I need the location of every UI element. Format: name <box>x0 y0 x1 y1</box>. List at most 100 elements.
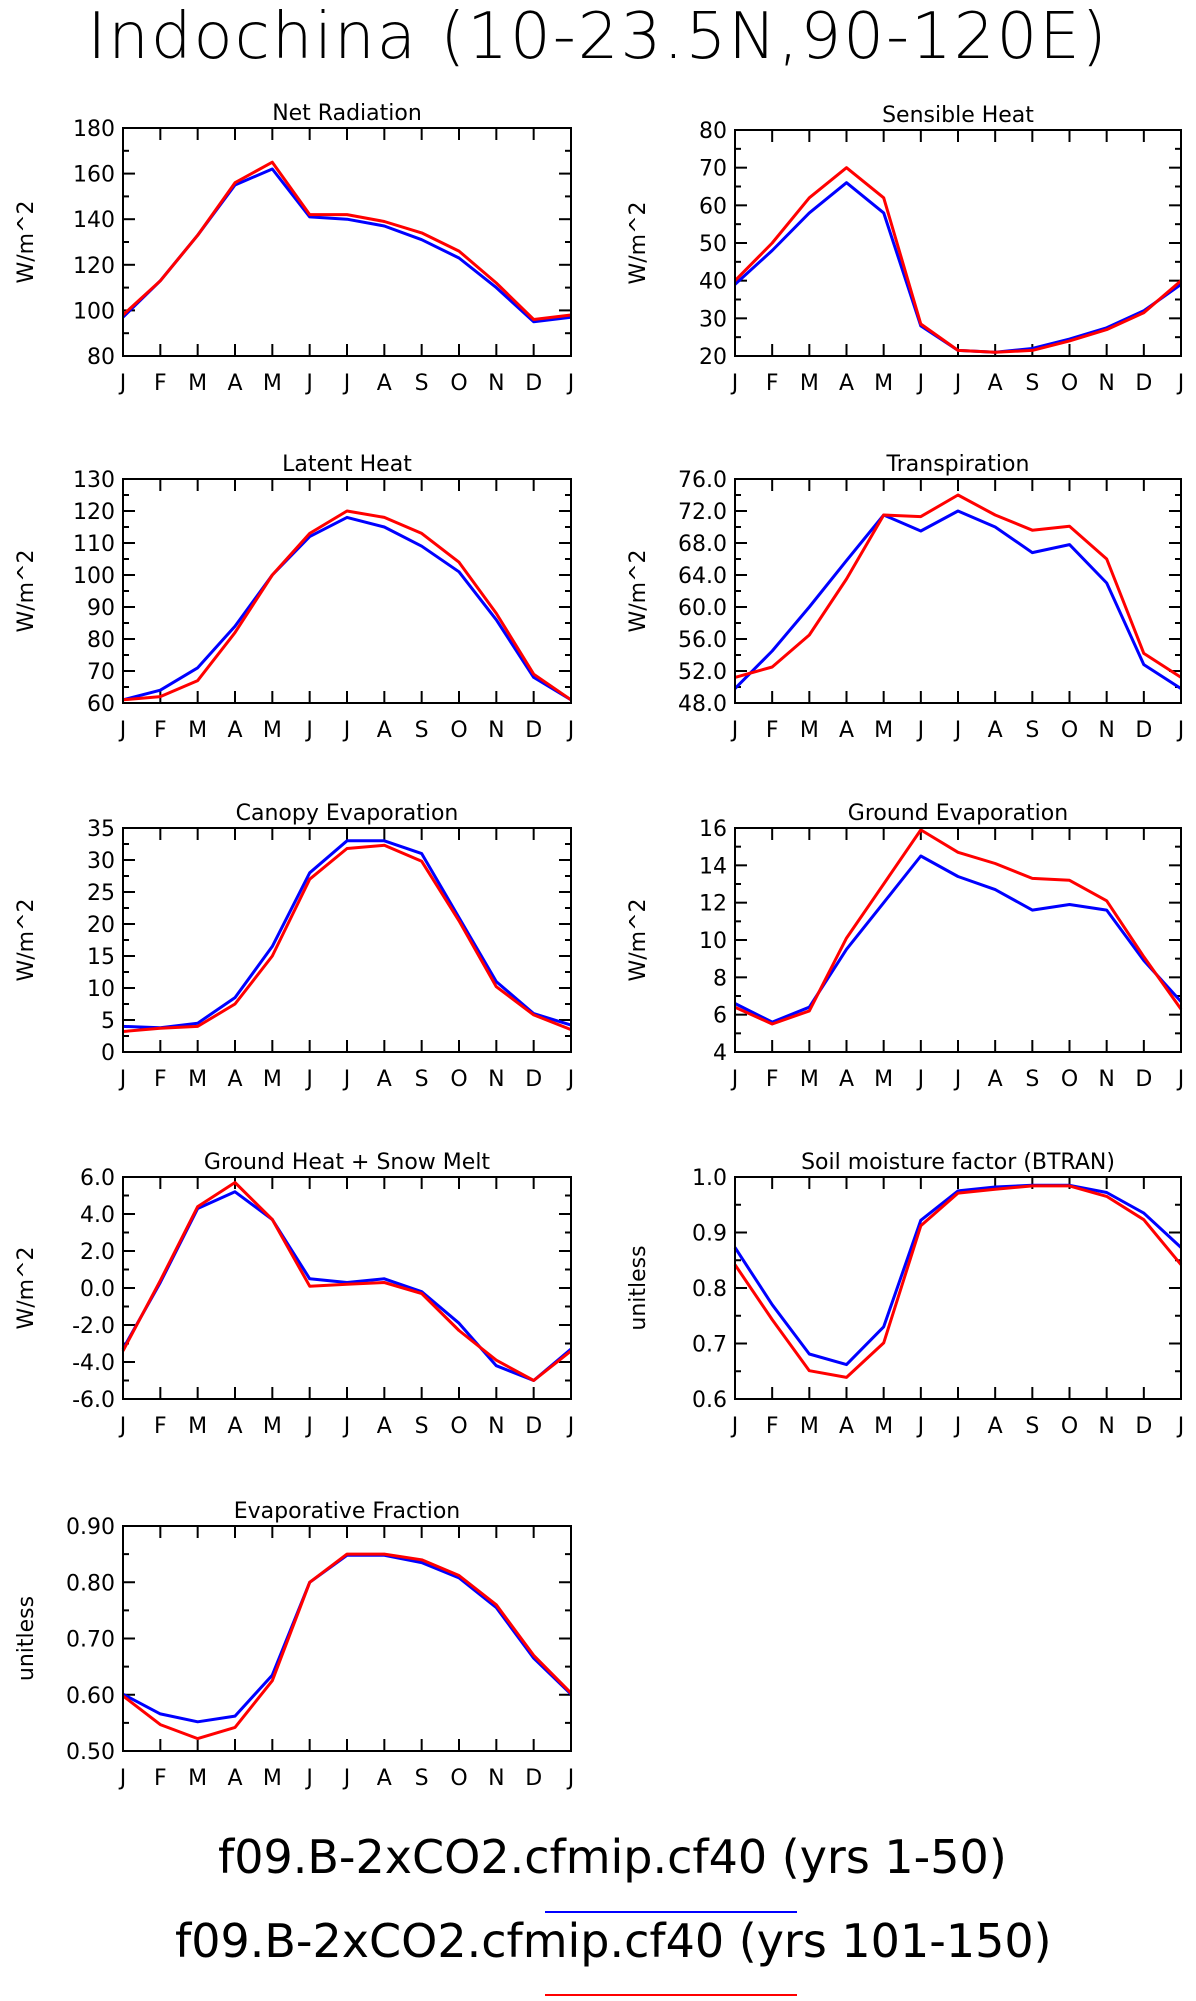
chart-3-xtick-label: J <box>304 718 313 743</box>
chart-1-xtick-label: D <box>525 371 542 396</box>
chart-9-xtick-label: J <box>342 1766 351 1791</box>
chart-9-ylabel: unitless <box>14 1596 39 1681</box>
chart-8-xtick-label: J <box>730 1414 739 1439</box>
chart-8-xtick-label: S <box>1025 1414 1039 1439</box>
chart-9-xtick-label: O <box>450 1766 467 1791</box>
chart-7-xtick-label: N <box>488 1414 504 1439</box>
legend-entry-2: f09.B-2xCO2.cfmip.cf40 (yrs 101-150) <box>175 1914 1052 1968</box>
chart-7-ytick-label: 0.0 <box>80 1277 115 1302</box>
page-title: Indochina (10-23.5N,90-120E) <box>87 0 1109 74</box>
chart-6-xtick-label: J <box>1176 1067 1185 1092</box>
chart-5-xtick-label: A <box>227 1067 242 1092</box>
chart-8-frame <box>734 1176 1182 1400</box>
chart-7-ytick-label: -4.0 <box>72 1351 115 1376</box>
chart-9-ytick-label: 0.80 <box>66 1571 115 1596</box>
chart-1-ytick-label: 140 <box>73 208 115 233</box>
chart-8-ytick-label: 0.9 <box>692 1222 727 1247</box>
chart-3-ytick-label: 60 <box>87 692 115 717</box>
chart-2-xtick-label: M <box>800 371 819 396</box>
chart-5-xtick-label: J <box>118 1067 127 1092</box>
chart-7-ytick-label: 4.0 <box>80 1203 115 1228</box>
chart-1-series-2-line <box>121 160 572 321</box>
chart-3-ylabel: W/m^2 <box>14 549 39 632</box>
chart-4-ylabel: W/m^2 <box>626 549 651 632</box>
chart-5-ytick-label: 30 <box>87 849 115 874</box>
chart-4-ytick-label: 48.0 <box>678 692 727 717</box>
chart-2-ytick-label: 60 <box>699 194 727 219</box>
chart-3-xtick-label: J <box>342 718 351 743</box>
chart-5-ytick-label: 15 <box>87 945 115 970</box>
chart-2-xtick-label: S <box>1025 371 1039 396</box>
legend-swatch-1 <box>545 1911 797 1913</box>
chart-6-ytick-label: 16 <box>699 817 727 842</box>
chart-3-xtick-label: A <box>377 718 392 743</box>
chart-7-frame <box>122 1176 572 1400</box>
chart-8-ytick-label: 0.6 <box>692 1388 727 1413</box>
chart-6-xtick-label: J <box>730 1067 739 1092</box>
chart-2-xtick-label: N <box>1098 371 1114 396</box>
chart-4-xtick-label: J <box>916 718 925 743</box>
chart-5-xtick-label: J <box>566 1067 575 1092</box>
chart-9-ytick-label: 0.90 <box>66 1515 115 1540</box>
chart-1-xtick-label: J <box>304 371 313 396</box>
chart-7-xtick-label: M <box>188 1414 207 1439</box>
chart-2-ytick-label: 30 <box>699 307 727 332</box>
chart-2-xtick-label: J <box>1176 371 1185 396</box>
chart-2-xtick-label: F <box>766 371 779 396</box>
chart-4-xtick-label: J <box>953 718 962 743</box>
chart-6-xtick-label: M <box>874 1067 893 1092</box>
chart-6-ylabel: W/m^2 <box>626 898 651 981</box>
chart-5-xtick-label: D <box>525 1067 542 1092</box>
chart-4-series-2-line <box>734 493 1182 679</box>
chart-8-ytick-label: 0.7 <box>692 1333 727 1358</box>
chart-7-xtick-label: J <box>304 1414 313 1439</box>
chart-8-xtick-label: M <box>800 1414 819 1439</box>
chart-4-title: Transpiration <box>886 452 1030 477</box>
chart-7-xtick-label: F <box>154 1414 167 1439</box>
chart-1-xtick-label: S <box>415 371 429 396</box>
chart-8-xtick-label: N <box>1098 1414 1114 1439</box>
chart-4-ytick-label: 76.0 <box>678 468 727 493</box>
chart-6-xtick-label: O <box>1061 1067 1078 1092</box>
chart-3-title: Latent Heat <box>282 452 412 477</box>
chart-4-ytick-label: 56.0 <box>678 628 727 653</box>
chart-4-xtick-label: A <box>839 718 854 743</box>
chart-6-ytick-label: 10 <box>699 929 727 954</box>
chart-8-xtick-label: M <box>874 1414 893 1439</box>
chart-7-xtick-label: J <box>342 1414 351 1439</box>
chart-7-ytick-label: -6.0 <box>72 1388 115 1413</box>
chart-3-xtick-label: J <box>118 718 127 743</box>
chart-2-ytick-label: 20 <box>699 345 727 370</box>
chart-9-xtick-label: N <box>488 1766 504 1791</box>
chart-5-ytick-label: 35 <box>87 817 115 842</box>
chart-1-ytick-label: 80 <box>87 345 115 370</box>
chart-3-ytick-label: 120 <box>73 500 115 525</box>
chart-4-frame <box>734 478 1182 704</box>
chart-5-xtick-label: O <box>450 1067 467 1092</box>
chart-2-xtick-label: A <box>839 371 854 396</box>
chart-6-series-2-line <box>734 828 1183 1026</box>
chart-5-series-2-line <box>122 843 572 1033</box>
chart-9-xtick-label: D <box>525 1766 542 1791</box>
chart-6-xtick-label: A <box>839 1067 854 1092</box>
chart-6-ytick-label: 8 <box>713 966 727 991</box>
chart-6-xtick-label: A <box>988 1067 1003 1092</box>
chart-1-ytick-label: 180 <box>73 117 115 142</box>
chart-5-ytick-label: 0 <box>101 1041 115 1066</box>
chart-6-xtick-label: N <box>1098 1067 1114 1092</box>
chart-7-xtick-label: J <box>566 1414 575 1439</box>
chart-2-xtick-label: D <box>1135 371 1152 396</box>
chart-8-xtick-label: J <box>953 1414 962 1439</box>
chart-8-series-2-line <box>733 1184 1183 1379</box>
chart-4-xtick-label: A <box>988 718 1003 743</box>
chart-5-ytick-label: 25 <box>87 881 115 906</box>
chart-8-xtick-label: A <box>988 1414 1003 1439</box>
chart-8-ylabel: unitless <box>626 1245 651 1330</box>
chart-7-xtick-label: J <box>118 1414 127 1439</box>
chart-6-title: Ground Evaporation <box>848 801 1068 826</box>
chart-9-xtick-label: J <box>118 1766 127 1791</box>
chart-2-ylabel: W/m^2 <box>626 201 651 284</box>
chart-2-xtick-label: J <box>953 371 962 396</box>
chart-9-ytick-label: 0.70 <box>66 1628 115 1653</box>
